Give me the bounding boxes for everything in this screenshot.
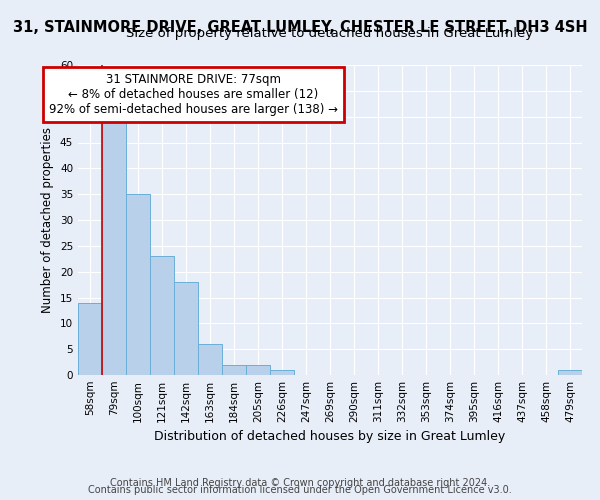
Text: Contains public sector information licensed under the Open Government Licence v3: Contains public sector information licen…	[88, 485, 512, 495]
Bar	[198, 344, 222, 375]
Bar	[78, 302, 102, 375]
Text: 31, STAINMORE DRIVE, GREAT LUMLEY, CHESTER LE STREET, DH3 4SH: 31, STAINMORE DRIVE, GREAT LUMLEY, CHEST…	[13, 20, 587, 35]
Bar	[558, 370, 582, 375]
Title: Size of property relative to detached houses in Great Lumley: Size of property relative to detached ho…	[127, 27, 533, 40]
Text: 31 STAINMORE DRIVE: 77sqm
← 8% of detached houses are smaller (12)
92% of semi-d: 31 STAINMORE DRIVE: 77sqm ← 8% of detach…	[49, 72, 338, 116]
Bar	[174, 282, 198, 375]
Bar	[246, 364, 270, 375]
Y-axis label: Number of detached properties: Number of detached properties	[41, 127, 55, 313]
Bar	[150, 256, 174, 375]
Bar	[126, 194, 150, 375]
X-axis label: Distribution of detached houses by size in Great Lumley: Distribution of detached houses by size …	[154, 430, 506, 444]
Text: Contains HM Land Registry data © Crown copyright and database right 2024.: Contains HM Land Registry data © Crown c…	[110, 478, 490, 488]
Bar	[102, 122, 126, 375]
Bar	[270, 370, 294, 375]
Bar	[222, 364, 246, 375]
